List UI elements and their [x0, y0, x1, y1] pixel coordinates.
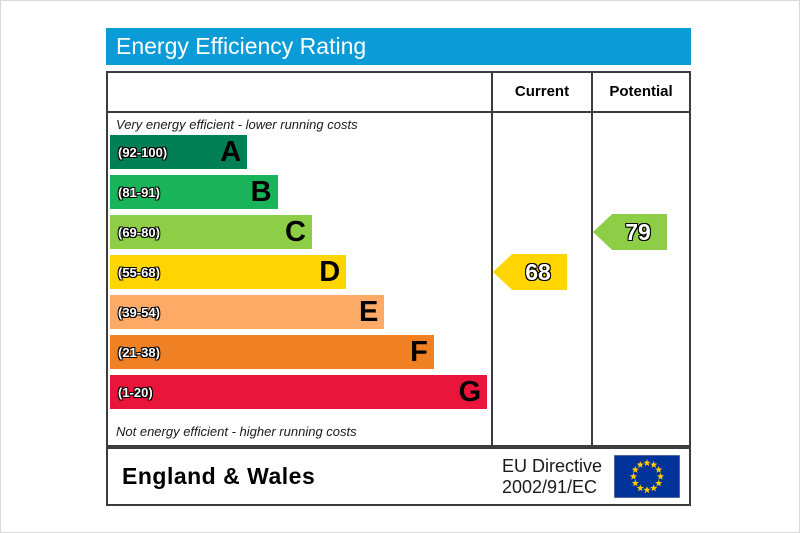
footer-bar: England & Wales EU Directive 2002/91/EC [106, 447, 691, 506]
rating-band-bar: (55-68) D [110, 255, 347, 289]
header-divider [108, 111, 689, 113]
rating-bands: (92-100) A (81-91) B (69-80) C (55-68) D… [110, 135, 491, 415]
rating-band-row: (39-54) E [110, 295, 491, 335]
rating-band-bar: (92-100) A [110, 135, 248, 169]
band-range-label: (1-20) [118, 384, 153, 400]
band-letter: D [319, 256, 341, 288]
potential-column-divider [591, 73, 593, 445]
potential-column-header: Potential [609, 83, 673, 100]
band-letter: E [358, 296, 379, 328]
band-letter: G [458, 376, 482, 408]
band-letter: C [284, 216, 306, 248]
rating-band-bar: (1-20) G [110, 375, 488, 409]
band-range-label: (55-68) [118, 264, 160, 280]
rating-band-row: (81-91) B [110, 175, 491, 215]
current-column-header: Current [514, 83, 570, 100]
rating-band-bar: (69-80) C [110, 215, 312, 249]
potential-rating-arrow: 79 [593, 214, 667, 250]
eu-directive-line1: EU Directive [501, 455, 602, 476]
rating-band-row: (21-38) F [110, 335, 491, 375]
rating-table: Current Potential Very energy efficient … [106, 71, 691, 447]
current-column-divider [491, 73, 493, 445]
rating-band-row: (1-20) G [110, 375, 491, 415]
band-letter: F [410, 336, 428, 368]
band-letter: B [250, 176, 272, 208]
chart-title-bar: Energy Efficiency Rating [106, 28, 691, 65]
rating-band-bar: (21-38) F [110, 335, 434, 369]
region-label: England & Wales [122, 463, 316, 489]
rating-band-row: (69-80) C [110, 215, 491, 255]
band-range-label: (39-54) [118, 304, 160, 320]
rating-band-row: (92-100) A [110, 135, 491, 175]
rating-band-row: (55-68) D [110, 255, 491, 295]
band-range-label: (21-38) [118, 344, 160, 360]
current-rating-value: 68 [525, 258, 551, 285]
rating-band-bar: (81-91) B [110, 175, 278, 209]
band-range-label: (69-80) [118, 224, 160, 240]
bottom-note: Not energy efficient - higher running co… [116, 424, 357, 439]
band-range-label: (81-91) [118, 184, 160, 200]
current-rating-arrow: 68 [493, 254, 567, 290]
top-note: Very energy efficient - lower running co… [116, 117, 358, 132]
eu-directive-label: EU Directive 2002/91/EC [502, 456, 602, 497]
eu-flag-icon [614, 455, 680, 498]
band-letter: A [220, 136, 242, 168]
band-range-label: (92-100) [118, 144, 168, 160]
potential-rating-value: 79 [625, 218, 651, 245]
rating-band-bar: (39-54) E [110, 295, 385, 329]
eu-directive-line2: 2002/91/EC [501, 476, 598, 497]
chart-title: Energy Efficiency Rating [116, 33, 367, 59]
